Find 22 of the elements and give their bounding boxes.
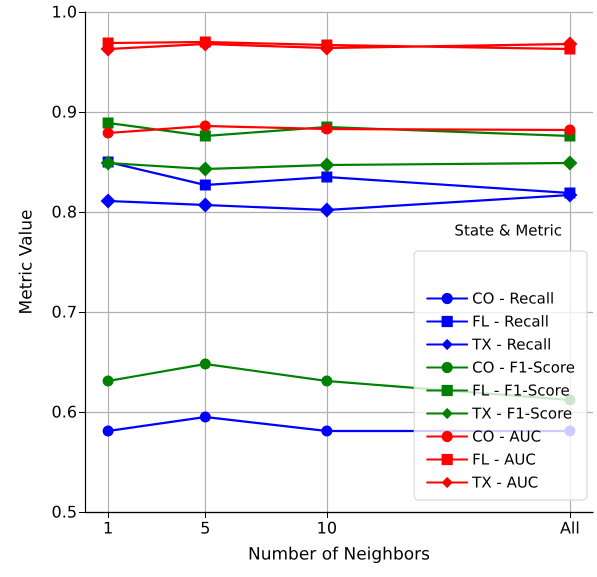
legend-label: FL - Recall	[472, 312, 549, 330]
legend-label: CO - F1-Score	[472, 358, 576, 376]
legend-label: TX - AUC	[471, 474, 538, 492]
legend-label: CO - AUC	[472, 428, 542, 446]
y-tick-label: 0.8	[52, 202, 77, 222]
y-axis-title: Metric Value	[16, 210, 36, 314]
x-tick-label: 1	[102, 518, 114, 538]
y-tick-label: 1.0	[52, 2, 77, 22]
legend-label: TX - F1-Score	[471, 404, 572, 422]
legend-label: CO - Recall	[472, 290, 554, 308]
y-tick-label: 0.6	[52, 402, 77, 422]
legend-label: FL - F1-Score	[472, 382, 570, 400]
y-tick-label: 0.9	[52, 102, 77, 122]
x-tick-label: 5	[200, 518, 210, 538]
x-tick-label: All	[560, 518, 580, 538]
x-axis-title: Number of Neighbors	[248, 544, 430, 564]
y-tick-label: 0.7	[52, 302, 77, 322]
x-tick-label: 10	[316, 518, 338, 538]
y-tick-label: 0.5	[52, 502, 77, 522]
legend-title: State & Metric	[454, 222, 562, 240]
legend-label: FL - AUC	[472, 450, 536, 468]
legend-label: TX - Recall	[471, 336, 552, 354]
